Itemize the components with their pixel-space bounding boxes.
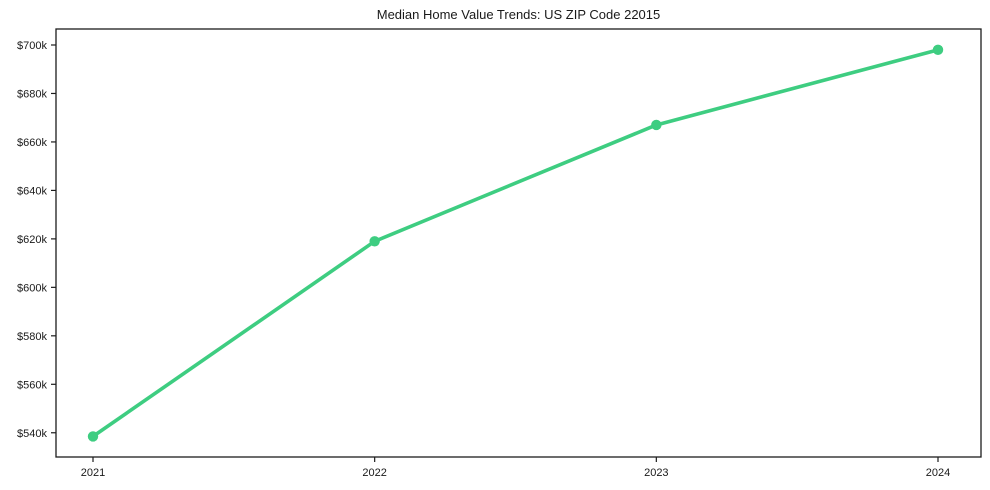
x-tick-label: 2024 — [926, 467, 950, 479]
chart-title: Median Home Value Trends: US ZIP Code 22… — [376, 7, 661, 22]
x-tick-label: 2023 — [644, 467, 668, 479]
plot-border — [55, 28, 982, 458]
data-point-marker — [651, 119, 662, 131]
y-tick-label: $580k — [17, 331, 47, 343]
trend-line — [91, 48, 940, 439]
y-tick-label: $540k — [17, 428, 47, 440]
y-tick-label: $620k — [17, 234, 47, 246]
y-tick-label: $700k — [17, 40, 47, 52]
y-tick-label: $660k — [17, 137, 47, 149]
data-point-marker — [932, 44, 944, 56]
y-tick-label: $640k — [17, 185, 47, 197]
x-tick-label: 2022 — [362, 467, 386, 479]
data-point-marker — [369, 236, 380, 247]
data-point-marker — [87, 431, 99, 442]
x-tick-label: 2021 — [81, 467, 105, 479]
y-tick-label: $600k — [17, 282, 47, 294]
y-tick-label: $560k — [17, 379, 47, 391]
y-tick-label: $680k — [17, 88, 47, 100]
